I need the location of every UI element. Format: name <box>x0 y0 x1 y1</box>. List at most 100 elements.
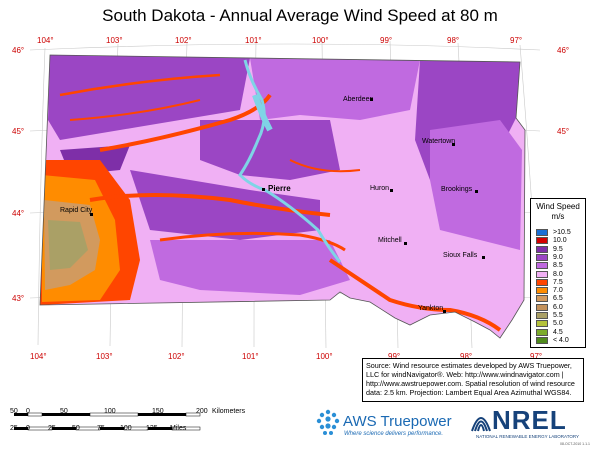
legend-swatch <box>536 262 548 270</box>
legend-item: 5.0 <box>536 320 584 328</box>
city-marker-icon <box>390 189 393 192</box>
longitude-label-top: 102° <box>175 36 192 45</box>
scale-mi-unit: Miles <box>170 425 187 432</box>
legend-title: Wind Speed m/s <box>531 202 585 222</box>
legend-label: 9.0 <box>553 253 563 261</box>
city-marker-icon <box>475 190 478 193</box>
scale-mi-tick: 25 <box>48 425 56 432</box>
legend-label: >10.5 <box>553 229 571 236</box>
latitude-label-right: 46° <box>557 46 570 55</box>
legend-swatch <box>536 237 548 245</box>
city-label: Sioux Falls <box>443 252 478 259</box>
legend-item: 7.0 <box>536 287 584 295</box>
aws-truepower-logo-text: AWS Truepower <box>343 413 452 430</box>
scale-km-unit: Kilometers <box>212 408 246 415</box>
scale-mi-tick: 50 <box>72 425 80 432</box>
aws-tagline: Where science delivers performance. <box>344 431 444 437</box>
legend-label: 8.5 <box>553 262 563 270</box>
legend-label: 7.0 <box>553 287 563 295</box>
longitude-label-bottom: 101° <box>242 352 259 361</box>
legend-item: 8.5 <box>536 262 584 270</box>
legend-item: 6.0 <box>536 303 584 312</box>
scale-km-tick: 50 <box>10 408 18 415</box>
city-label: Yankton <box>418 305 444 312</box>
legend-label: 5.5 <box>553 312 563 319</box>
legend-item: 4.5 <box>536 328 584 337</box>
longitude-label-bottom: 102° <box>168 352 185 361</box>
legend-item: 9.0 <box>536 253 584 262</box>
longitude-label-top: 103° <box>106 36 123 45</box>
latitude-label-right: 45° <box>557 127 570 136</box>
scale-mi-tick: 125 <box>146 425 158 432</box>
legend-item: >10.5 <box>536 229 584 237</box>
legend-swatch <box>536 270 548 278</box>
longitude-label-top: 97° <box>510 36 523 45</box>
scale-km-tick: 100 <box>104 408 116 415</box>
legend-item: 8.0 <box>536 270 584 279</box>
longitude-label-top: 98° <box>447 36 460 45</box>
longitude-label-bottom: 99° <box>388 352 401 361</box>
legend-swatch <box>536 287 548 295</box>
longitude-label-top: 99° <box>380 36 393 45</box>
legend-label: 5.0 <box>553 320 563 328</box>
legend-item: 7.5 <box>536 278 584 287</box>
scale-mi-tick: 25 <box>10 425 18 432</box>
legend-item: 6.5 <box>536 295 584 303</box>
legend-swatch <box>536 253 548 261</box>
city-marker-icon <box>262 188 265 191</box>
longitude-label-top: 104° <box>37 36 54 45</box>
city-label: Brookings <box>441 186 473 193</box>
city-label: Watertown <box>422 138 456 145</box>
legend-swatch <box>536 245 548 253</box>
longitude-label-bottom: 100° <box>316 352 333 361</box>
legend-swatch <box>536 295 548 303</box>
city-label: Huron <box>370 185 390 192</box>
legend-label: < 4.0 <box>553 336 569 344</box>
map-title: South Dakota - Annual Average Wind Speed… <box>102 6 498 25</box>
city-label: Mitchell <box>378 237 402 244</box>
legend-swatch <box>536 303 548 311</box>
longitude-label-bottom: 98° <box>460 352 473 361</box>
legend-item: 9.5 <box>536 245 584 254</box>
aws-logo-icon <box>316 409 340 435</box>
city-marker-icon <box>370 98 373 101</box>
scale-km-tick: 200 <box>196 408 208 415</box>
longitude-label-top: 100° <box>312 36 329 45</box>
state-shape <box>40 55 525 338</box>
scale-mi-tick: 100 <box>120 425 132 432</box>
legend-label: 4.5 <box>553 328 563 336</box>
legend-label: 6.0 <box>553 303 563 311</box>
legend-swatch <box>536 312 548 319</box>
legend-item: 5.5 <box>536 312 584 320</box>
scale-mi-tick: 0 <box>26 425 30 432</box>
legend-label: 10.0 <box>553 237 567 245</box>
latitude-label-left: 43° <box>12 294 25 303</box>
longitude-label-bottom: 104° <box>30 352 47 361</box>
legend-label: 7.5 <box>553 278 563 286</box>
city-label: Aberdeen <box>343 96 374 103</box>
longitude-label-top: 101° <box>245 36 262 45</box>
legend-label: 8.0 <box>553 270 563 278</box>
city-label: Rapid City <box>60 207 93 214</box>
city-marker-icon <box>452 143 455 146</box>
latitude-label-left: 45° <box>12 127 25 136</box>
legend-label: 9.5 <box>553 245 563 253</box>
scale-km-tick: 50 <box>60 408 68 415</box>
nrel-logo-text: NREL <box>492 405 567 435</box>
legend-swatch <box>536 328 548 336</box>
city-marker-icon <box>404 242 407 245</box>
latitude-label-left: 46° <box>12 46 25 55</box>
legend-title-line1: Wind Speed <box>536 202 580 211</box>
city-label: Pierre <box>268 184 291 193</box>
longitude-label-bottom: 103° <box>96 352 113 361</box>
scale-km-tick: 0 <box>26 408 30 415</box>
city-marker-icon <box>482 256 485 259</box>
latitude-label-left: 44° <box>12 209 25 218</box>
nrel-sun-icon <box>471 417 491 432</box>
scale-bar <box>14 412 201 431</box>
legend-swatch <box>536 336 548 344</box>
legend-label: 6.5 <box>553 295 563 303</box>
scale-km-tick: 150 <box>152 408 164 415</box>
city-marker-icon <box>90 213 93 216</box>
legend-swatch <box>536 229 548 236</box>
